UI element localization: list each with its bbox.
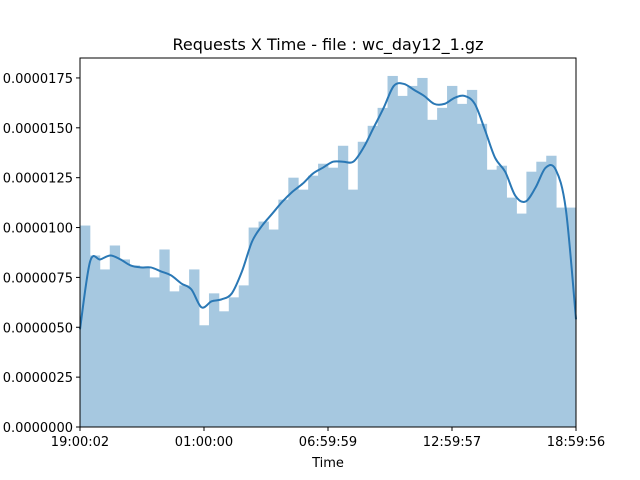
y-tick-label: 0.0000025 <box>3 371 73 386</box>
y-tick-label: 0.0000125 <box>3 172 73 187</box>
histogram-bar <box>268 229 279 427</box>
histogram-bar <box>367 125 378 427</box>
chart-title: Requests X Time - file : wc_day12_1.gz <box>173 35 484 55</box>
histogram-bar <box>456 103 468 427</box>
histogram-bar <box>80 225 91 427</box>
y-tick-label: 0.0000000 <box>3 421 73 436</box>
y-tick-label: 0.0000050 <box>3 321 73 336</box>
histogram-bar <box>308 175 319 427</box>
histogram-bar <box>179 285 190 427</box>
histogram-bar <box>357 141 369 427</box>
histogram-bar <box>407 85 418 428</box>
histogram-bar <box>89 255 101 427</box>
histogram-bar <box>526 171 537 427</box>
histogram-bar <box>139 267 150 427</box>
histogram-bar <box>99 269 111 427</box>
histogram-bar <box>566 207 577 427</box>
histogram-bar <box>189 269 200 427</box>
histogram-bar <box>159 249 170 427</box>
histogram-bar <box>288 177 299 427</box>
histogram-bar <box>199 325 210 427</box>
histogram-bar <box>476 123 488 427</box>
kde-curve-group <box>79 82 577 330</box>
histogram-bar <box>328 167 339 427</box>
y-tick-label: 0.0000075 <box>3 271 73 286</box>
histogram-bar <box>347 189 359 427</box>
histogram-bar <box>447 85 458 428</box>
histogram-bar <box>337 145 349 427</box>
histogram-bar <box>109 245 121 427</box>
histogram-bar <box>417 77 428 427</box>
x-tick-label: 19:00:02 <box>51 435 109 450</box>
histogram-bar <box>437 107 448 428</box>
histogram-bar <box>556 207 567 427</box>
histogram-bar <box>546 155 557 428</box>
histogram-bar <box>298 189 309 427</box>
histogram-bars <box>80 75 577 428</box>
histogram-bar <box>496 165 507 427</box>
y-axis: 0.0000000 0.0000025 0.0000050 0.0000075 0.00… <box>3 72 80 436</box>
histogram-bar <box>506 197 517 427</box>
x-tick-label: 18:59:56 <box>547 435 605 450</box>
histogram-bar <box>119 259 130 427</box>
histogram-bar <box>238 285 250 427</box>
histogram-bar <box>536 161 547 427</box>
histogram-bar <box>149 277 160 427</box>
histogram-bar <box>228 297 240 427</box>
histogram-bar <box>318 163 329 427</box>
histogram-bar <box>248 227 259 427</box>
histogram-bar <box>258 221 269 427</box>
kde-line <box>79 82 577 330</box>
x-axis: 19:00:02 01:00:00 06:59:59 12:59:57 18:59:56 <box>51 427 605 450</box>
histogram-bar <box>169 291 180 427</box>
histogram-bar <box>427 119 438 427</box>
x-tick-label: 06:59:59 <box>299 435 357 450</box>
y-tick-label: 0.0000175 <box>3 72 73 87</box>
x-axis-label: Time <box>311 456 344 471</box>
histogram-bar <box>218 311 230 427</box>
histogram-bar <box>129 265 140 427</box>
histogram-bar <box>516 213 527 427</box>
histogram-bar <box>208 293 220 427</box>
histogram-bar <box>466 89 478 427</box>
histogram-bar <box>278 199 289 427</box>
y-tick-label: 0.0000100 <box>3 222 73 237</box>
histogram-bar <box>377 107 388 428</box>
y-tick-label: 0.0000150 <box>3 122 73 137</box>
histogram-bar <box>397 95 408 428</box>
x-tick-label: 01:00:00 <box>175 435 233 450</box>
histogram-bar <box>486 169 498 427</box>
histogram-bar <box>387 75 398 427</box>
x-tick-label: 12:59:57 <box>423 435 481 450</box>
